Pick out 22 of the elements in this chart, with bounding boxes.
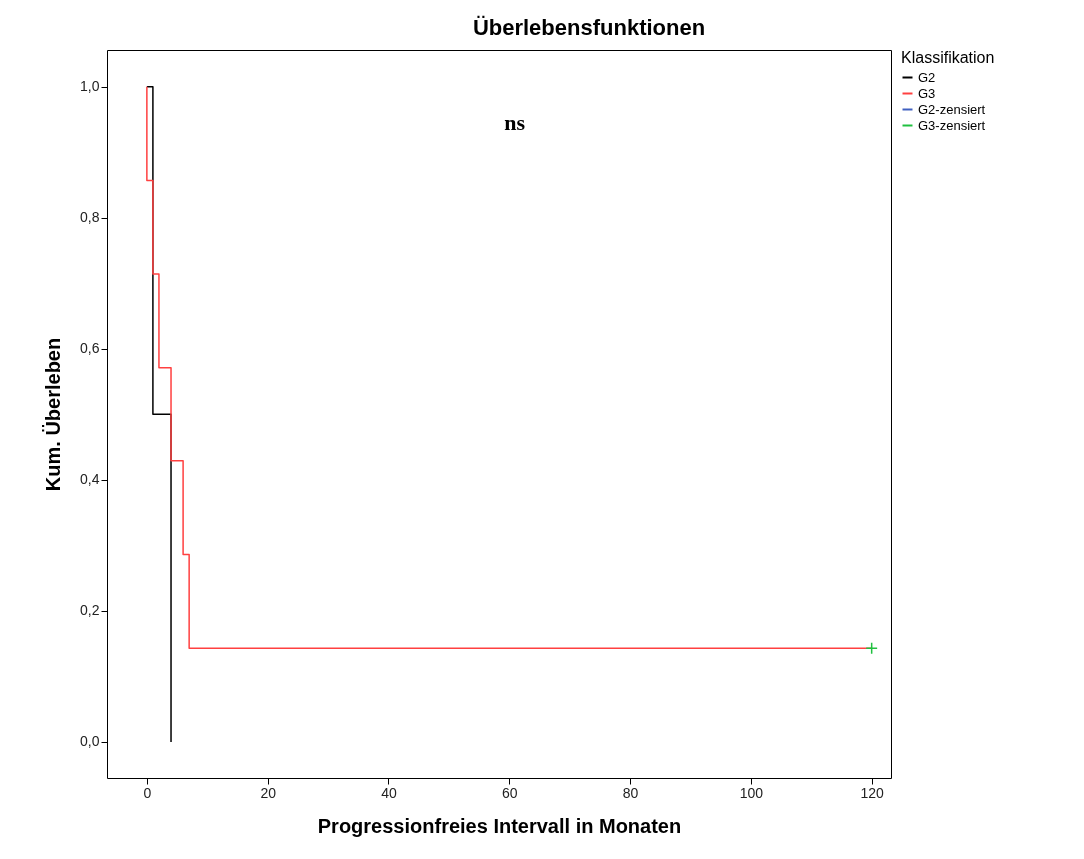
legend-label: G3 [918, 85, 936, 101]
y-tick-label: 0,0 [80, 733, 100, 750]
y-tick-label: 0,4 [80, 471, 100, 488]
y-tick-label: 1,0 [80, 78, 100, 95]
legend-label: G2 [918, 69, 936, 85]
annotation: ns [504, 109, 526, 135]
legend-label: G3-zensiert [918, 117, 986, 133]
x-tick-label: 0 [143, 784, 152, 801]
x-axis-title: Progressionfreies Intervall in Monaten [317, 814, 682, 837]
y-tick-label: 0,2 [80, 602, 100, 619]
x-tick-label: 100 [739, 784, 764, 801]
x-tick-label: 40 [381, 784, 397, 801]
legend-title: Klassifikation [901, 49, 995, 66]
x-tick-label: 60 [501, 784, 518, 801]
legend-label: G2-zensiert [918, 101, 986, 117]
y-axis-title: Kum. Überleben [42, 337, 65, 492]
y-tick-label: 0,6 [80, 340, 100, 357]
y-tick-label: 0,8 [80, 209, 100, 226]
x-tick-label: 20 [260, 784, 277, 801]
x-tick-label: 80 [622, 784, 639, 801]
x-tick-label: 120 [860, 784, 885, 801]
chart-title: Überlebensfunktionen [472, 15, 706, 40]
